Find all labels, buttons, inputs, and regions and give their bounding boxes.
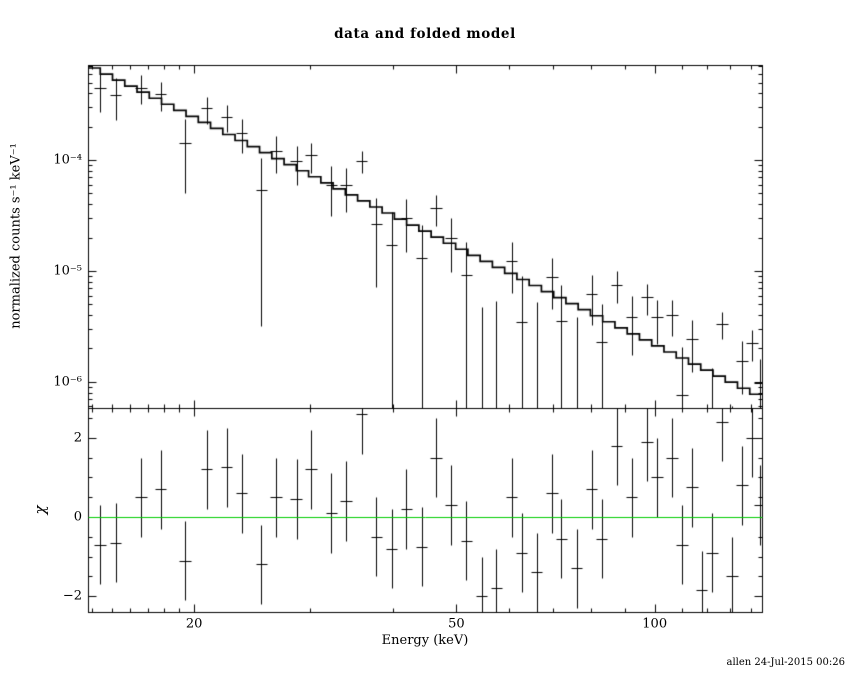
spectrum-plot-canvas: [0, 0, 850, 680]
xspec-spectrum-chart: data and folded model normalized counts …: [0, 0, 850, 680]
